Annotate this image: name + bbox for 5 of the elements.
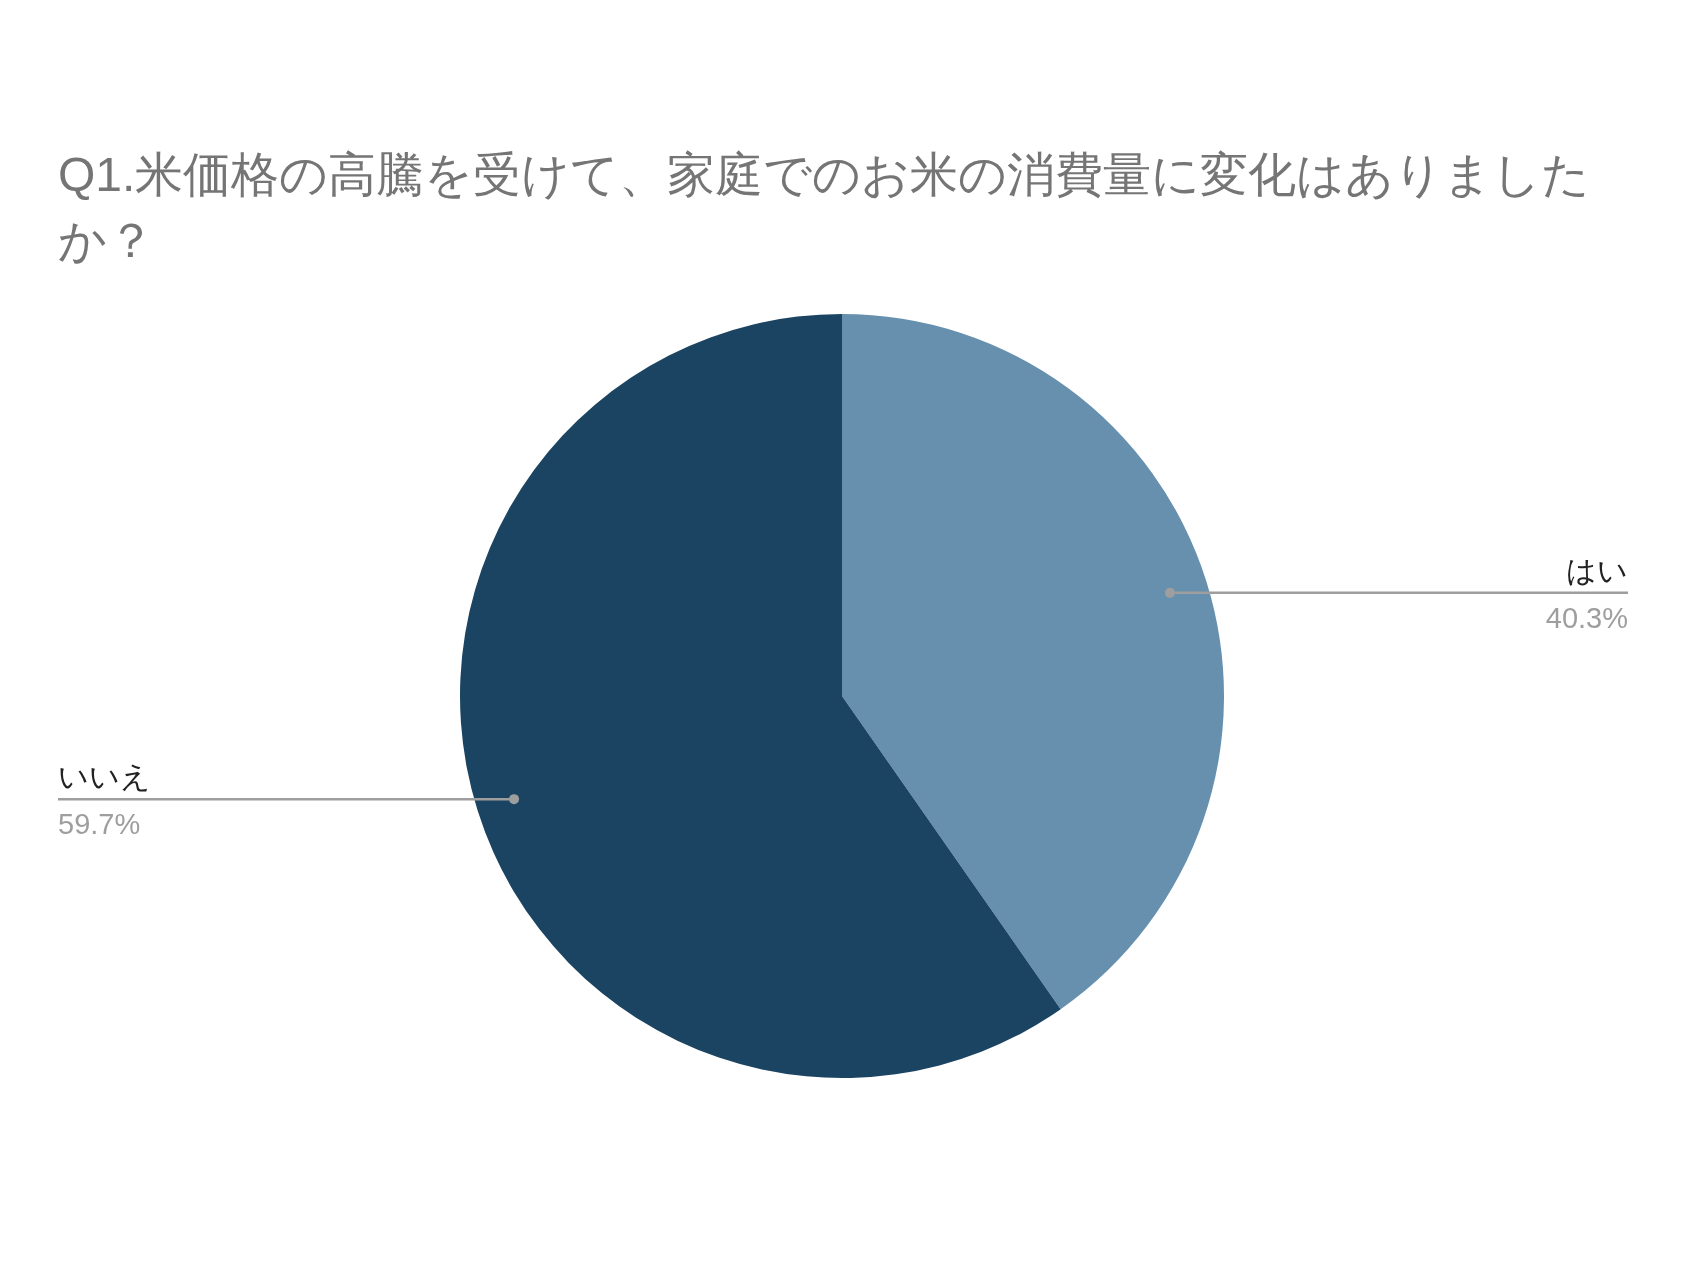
- slice-label: はい: [1566, 553, 1628, 587]
- data-label: 59.7%: [58, 808, 141, 841]
- chart-title: Q1.米価格の高騰を受けて、家庭でのお米の消費量に変化はありましたか？: [58, 147, 1592, 269]
- slice-label: いいえ: [58, 760, 151, 794]
- data-label: 40.3%: [1545, 601, 1628, 634]
